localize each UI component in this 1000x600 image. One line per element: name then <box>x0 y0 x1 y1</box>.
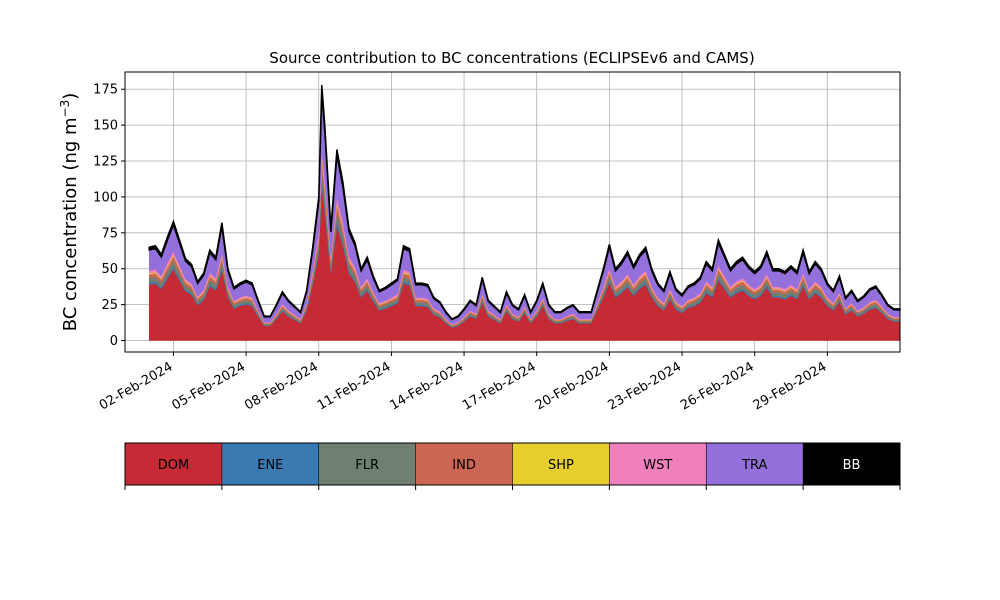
legend-label-shp: SHP <box>548 458 574 473</box>
legend-swatch-shp <box>512 443 610 485</box>
y-axis: 0 25 50 75 100 125 150 175 <box>93 83 125 349</box>
y-tick-label: 100 <box>93 190 118 205</box>
legend-label-wst: WST <box>643 458 672 473</box>
y-tick-label: 50 <box>101 262 118 277</box>
legend-swatch-ind <box>415 443 513 485</box>
y-axis-label-exponent: −3 <box>58 100 72 118</box>
y-tick-label: 25 <box>101 298 118 313</box>
legend-swatch-ene <box>221 443 319 485</box>
y-tick-label: 150 <box>93 119 118 134</box>
y-tick-label: 175 <box>93 83 118 98</box>
y-axis-label-close: ) <box>60 93 81 100</box>
legend-swatch-bb <box>803 443 900 485</box>
plot-frame <box>124 71 901 353</box>
y-tick-label: 0 <box>110 334 118 349</box>
legend-label-tra: TRA <box>741 458 767 473</box>
legend-label-flr: FLR <box>355 458 379 473</box>
legend-label-ind: IND <box>452 458 476 473</box>
y-tick-label: 125 <box>93 155 118 170</box>
chart-title: Source contribution to BC concentrations… <box>269 49 754 67</box>
legend-label-dom: DOM <box>158 458 189 473</box>
y-tick-label: 75 <box>101 226 118 241</box>
legend-swatch-dom <box>125 443 222 485</box>
legend-swatch-tra <box>706 443 804 485</box>
legend-swatch-flr <box>318 443 416 485</box>
y-axis-label-main: BC concentration (ng m <box>60 117 81 331</box>
legend-label-bb: BB <box>843 458 861 473</box>
legend-label-ene: ENE <box>257 458 283 473</box>
legend-colorbar: DOM ENE FLR IND SHP WST TRA BB <box>124 442 901 490</box>
y-axis-label: BC concentration (ng m−3) <box>58 93 81 332</box>
legend-swatch-wst <box>609 443 707 485</box>
